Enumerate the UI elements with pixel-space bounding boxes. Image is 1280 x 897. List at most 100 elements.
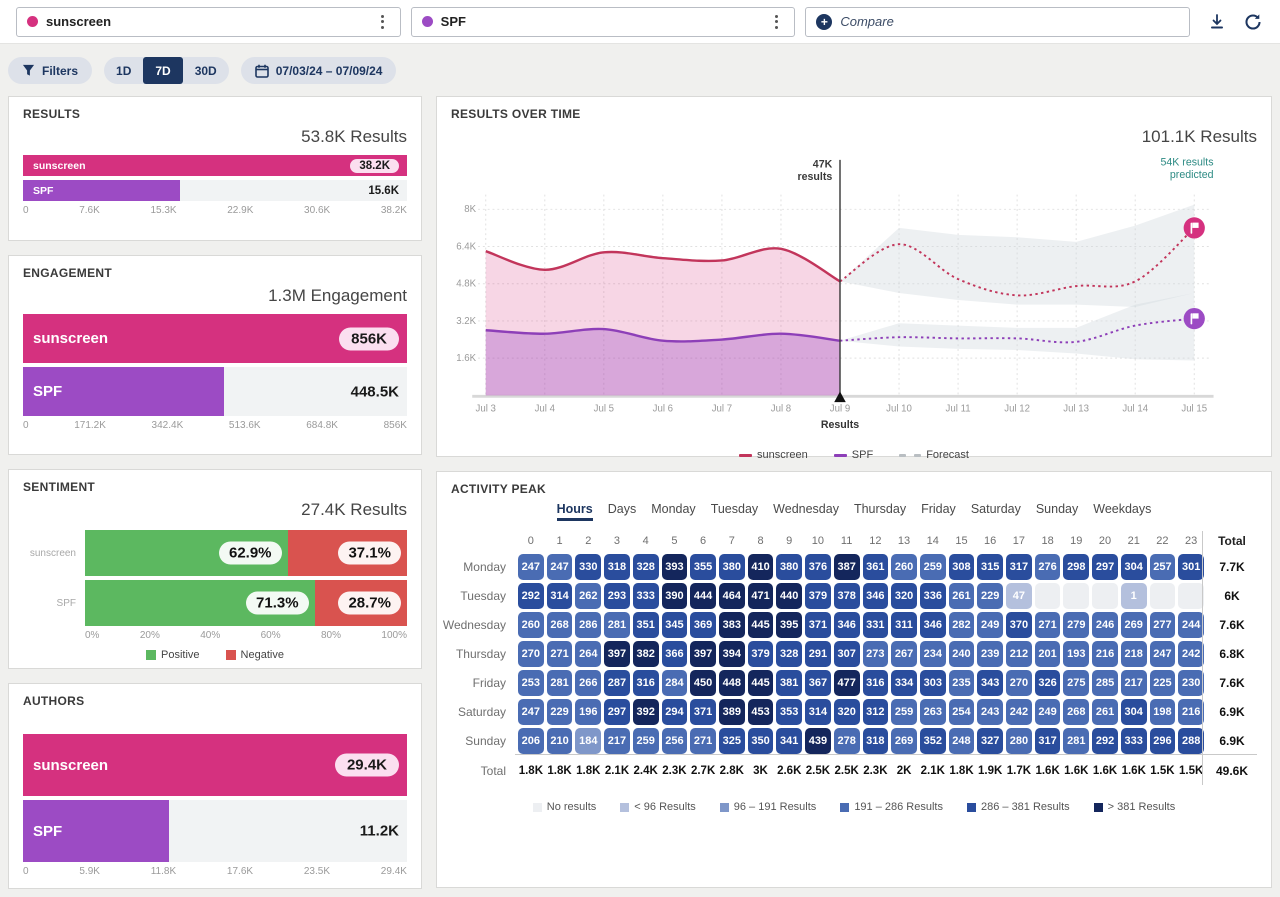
heatmap-cell[interactable]: 326 <box>1034 670 1061 696</box>
heatmap-cell[interactable]: 390 <box>661 583 688 609</box>
heatmap-cell[interactable]: 273 <box>862 641 889 667</box>
heatmap-cell[interactable]: 247 <box>518 554 544 580</box>
heatmap-cell[interactable]: 297 <box>1092 554 1118 580</box>
heatmap-cell[interactable]: 380 <box>718 554 745 580</box>
heatmap-cell[interactable]: 259 <box>891 699 917 725</box>
heatmap-cell[interactable]: 47 <box>1006 583 1032 609</box>
heatmap-cell[interactable]: 254 <box>948 699 975 725</box>
heatmap-cell[interactable]: 464 <box>718 583 745 609</box>
heatmap-cell[interactable]: 331 <box>862 612 889 638</box>
tab-hours[interactable]: Hours <box>556 502 593 521</box>
heatmap-cell[interactable]: 291 <box>805 641 831 667</box>
positive-segment[interactable]: 71.3% <box>85 580 315 626</box>
heatmap-cell[interactable]: 247 <box>518 699 544 725</box>
heatmap-cell[interactable]: 328 <box>776 641 803 667</box>
heatmap-cell[interactable]: 330 <box>575 554 602 580</box>
heatmap-cell[interactable]: 253 <box>518 670 544 696</box>
heatmap-cell[interactable]: 395 <box>776 612 803 638</box>
heatmap-cell[interactable]: 303 <box>919 670 946 696</box>
tab-weekdays[interactable]: Weekdays <box>1093 502 1152 516</box>
heatmap-cell[interactable]: 193 <box>1063 641 1090 667</box>
heatmap-cell[interactable]: 370 <box>1006 612 1032 638</box>
heatmap-cell[interactable]: 282 <box>948 612 975 638</box>
heatmap-cell[interactable]: 346 <box>919 612 946 638</box>
heatmap-cell[interactable]: 304 <box>1120 699 1147 725</box>
heatmap-cell[interactable]: 367 <box>805 670 831 696</box>
heatmap-cell[interactable]: 317 <box>1006 554 1032 580</box>
range-button-1d[interactable]: 1D <box>104 57 143 84</box>
heatmap-cell[interactable]: 448 <box>718 670 745 696</box>
heatmap-cell[interactable]: 285 <box>1092 670 1118 696</box>
heatmap-cell[interactable]: 292 <box>1092 728 1118 754</box>
heatmap-cell[interactable]: 278 <box>833 728 860 754</box>
heatmap-cell[interactable]: 259 <box>919 554 946 580</box>
heatmap-cell[interactable]: 382 <box>632 641 659 667</box>
heatmap-cell[interactable]: 281 <box>604 612 630 638</box>
heatmap-cell[interactable]: 314 <box>546 583 573 609</box>
heatmap-cell[interactable]: 387 <box>833 554 860 580</box>
heatmap-cell[interactable]: 350 <box>747 728 774 754</box>
heatmap-cell[interactable]: 260 <box>518 612 544 638</box>
heatmap-cell[interactable]: 259 <box>632 728 659 754</box>
heatmap-cell[interactable]: 184 <box>575 728 602 754</box>
heatmap-cell[interactable] <box>1063 583 1090 609</box>
heatmap-cell[interactable]: 267 <box>891 641 917 667</box>
heatmap-cell[interactable] <box>1092 583 1118 609</box>
heatmap-cell[interactable]: 284 <box>661 670 688 696</box>
heatmap-cell[interactable]: 376 <box>805 554 831 580</box>
heatmap-cell[interactable]: 308 <box>948 554 975 580</box>
heatmap-cell[interactable]: 212 <box>1006 641 1032 667</box>
tab-tuesday[interactable]: Tuesday <box>710 502 759 516</box>
heatmap-cell[interactable]: 217 <box>1120 670 1147 696</box>
heatmap-cell[interactable]: 263 <box>919 699 946 725</box>
heatmap-cell[interactable]: 268 <box>546 612 573 638</box>
heatmap-cell[interactable]: 345 <box>661 612 688 638</box>
heatmap-cell[interactable]: 383 <box>718 612 745 638</box>
bar-spf[interactable]: SPF <box>23 180 180 201</box>
kebab-menu-icon[interactable] <box>375 11 390 33</box>
heatmap-cell[interactable]: 378 <box>833 583 860 609</box>
heatmap-cell[interactable]: 268 <box>1063 699 1090 725</box>
tab-friday[interactable]: Friday <box>921 502 956 516</box>
heatmap-cell[interactable]: 201 <box>1034 641 1061 667</box>
heatmap-cell[interactable]: 242 <box>1006 699 1032 725</box>
heatmap-cell[interactable]: 240 <box>948 641 975 667</box>
heatmap-cell[interactable]: 260 <box>891 554 917 580</box>
heatmap-cell[interactable]: 239 <box>977 641 1004 667</box>
heatmap-cell[interactable]: 312 <box>862 699 889 725</box>
heatmap-cell[interactable]: 318 <box>862 728 889 754</box>
bar-spf[interactable]: SPF <box>23 800 170 862</box>
heatmap-cell[interactable]: 371 <box>690 699 716 725</box>
heatmap-cell[interactable]: 316 <box>862 670 889 696</box>
heatmap-cell[interactable]: 196 <box>575 699 602 725</box>
heatmap-cell[interactable]: 287 <box>604 670 630 696</box>
heatmap-cell[interactable]: 277 <box>1149 612 1176 638</box>
heatmap-cell[interactable]: 315 <box>977 554 1004 580</box>
heatmap-cell[interactable]: 247 <box>546 554 573 580</box>
heatmap-cell[interactable]: 445 <box>747 612 774 638</box>
heatmap-cell[interactable]: 244 <box>1178 612 1204 638</box>
heatmap-cell[interactable]: 296 <box>1149 728 1176 754</box>
heatmap-cell[interactable]: 249 <box>1034 699 1061 725</box>
heatmap-cell[interactable]: 1 <box>1120 583 1147 609</box>
heatmap-cell[interactable]: 450 <box>690 670 716 696</box>
heatmap-cell[interactable]: 410 <box>747 554 774 580</box>
heatmap-cell[interactable]: 276 <box>1034 554 1061 580</box>
heatmap-cell[interactable]: 381 <box>776 670 803 696</box>
heatmap-cell[interactable]: 281 <box>1063 728 1090 754</box>
heatmap-cell[interactable]: 229 <box>977 583 1004 609</box>
heatmap-cell[interactable]: 316 <box>632 670 659 696</box>
heatmap-cell[interactable]: 256 <box>661 728 688 754</box>
heatmap-cell[interactable]: 261 <box>1092 699 1118 725</box>
heatmap-cell[interactable]: 445 <box>747 670 774 696</box>
refresh-icon[interactable] <box>1242 11 1264 33</box>
heatmap-cell[interactable]: 210 <box>546 728 573 754</box>
bar-spf[interactable]: SPF <box>23 367 225 416</box>
heatmap-cell[interactable]: 352 <box>919 728 946 754</box>
heatmap-cell[interactable]: 320 <box>833 699 860 725</box>
heatmap-cell[interactable]: 341 <box>776 728 803 754</box>
heatmap-cell[interactable]: 311 <box>891 612 917 638</box>
heatmap-cell[interactable]: 288 <box>1178 728 1204 754</box>
heatmap-cell[interactable]: 280 <box>1006 728 1032 754</box>
heatmap-cell[interactable]: 257 <box>1149 554 1176 580</box>
